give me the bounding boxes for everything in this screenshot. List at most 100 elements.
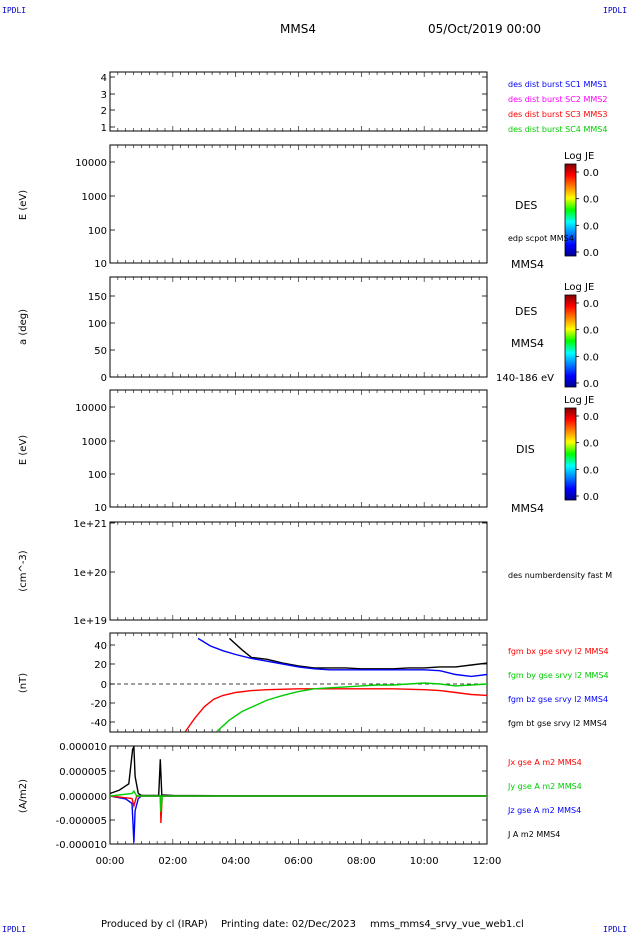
panel-4-ylabel: E (eV) bbox=[18, 435, 29, 465]
panel-7-series-gse bbox=[110, 795, 487, 843]
panel-6-series-bz bbox=[197, 637, 487, 678]
footer-filename: mms_mms4_srvy_vue_web1.cl bbox=[370, 919, 524, 930]
corner-label-top-right: IPDLI bbox=[603, 6, 628, 15]
panel-3-colorbar bbox=[564, 294, 577, 388]
panel-7-series-gse bbox=[110, 795, 487, 824]
panel-7-legend-item: Jy gse A m2 MMS4 bbox=[507, 782, 582, 791]
panel-2-ytick: 10000 bbox=[75, 158, 107, 169]
panel-3-ytick: 150 bbox=[88, 292, 107, 303]
panel-3-colorbar-tick: 0.0 bbox=[583, 352, 599, 363]
panel-6-ylabel: (nT) bbox=[18, 673, 29, 693]
panel-3-energy-range: 140-186 eV bbox=[496, 373, 554, 384]
x-tick-label: 00:00 bbox=[96, 856, 125, 867]
date-title: 05/Oct/2019 00:00 bbox=[428, 22, 542, 36]
panel-7-legend-item: J A m2 MMS4 bbox=[507, 830, 560, 839]
panel-2-colorbar-tick: 0.0 bbox=[583, 248, 599, 259]
panel-2-colorbar-label: Log JE bbox=[564, 151, 594, 162]
panel-4-ytick: 100 bbox=[88, 470, 107, 481]
x-tick-label: 10:00 bbox=[410, 856, 439, 867]
panel-7-legend-item: Jz gse A m2 MMS4 bbox=[507, 806, 581, 815]
panel-6-ytick: -40 bbox=[91, 718, 107, 729]
panel-4-ytick: 10000 bbox=[75, 403, 107, 414]
panel-5-ytick: 1e+20 bbox=[73, 568, 107, 579]
x-tick-label: 02:00 bbox=[158, 856, 187, 867]
panel-7-series-A bbox=[110, 746, 487, 797]
panel-4-instrument: DIS bbox=[516, 443, 535, 456]
panel-7-ylabel: (A/m2) bbox=[18, 779, 29, 813]
panel-3-spacecraft: MMS4 bbox=[511, 337, 544, 350]
panel-6-legend-item: fgm bz gse srvy l2 MMS4 bbox=[508, 695, 608, 704]
panel-7-series-gse bbox=[110, 789, 487, 812]
panel-4-frame bbox=[109, 389, 488, 508]
panel-2-ytick: 10 bbox=[94, 259, 107, 270]
panel-6-ytick: 40 bbox=[94, 641, 107, 652]
panel-6-series-by bbox=[216, 682, 487, 732]
panel-5-legend-item: des numberdensity fast M bbox=[508, 571, 612, 580]
x-tick-label: 08:00 bbox=[347, 856, 376, 867]
panel-3-colorbar-label: Log JE bbox=[564, 282, 594, 293]
panel-1-ytick: 4 bbox=[101, 73, 107, 84]
corner-label-bottom-left: IPDLI bbox=[2, 925, 27, 934]
footer-producer: Produced by cl (IRAP) bbox=[101, 919, 208, 930]
x-tick-label: 06:00 bbox=[284, 856, 313, 867]
panel-1-legend-item: des dist burst SC4 MMS4 bbox=[508, 125, 607, 134]
corner-label-top-left: IPDLI bbox=[2, 6, 27, 15]
panel-3-ytick: 0 bbox=[101, 373, 107, 384]
x-tick-label: 04:00 bbox=[221, 856, 250, 867]
panel-4-colorbar bbox=[564, 407, 577, 501]
panel-1-ytick: 2 bbox=[101, 106, 107, 117]
panel-6-legend-item: fgm by gse srvy l2 MMS4 bbox=[508, 671, 609, 680]
panel-2-ytick: 1000 bbox=[82, 192, 107, 203]
panel-1-frame bbox=[109, 71, 488, 132]
panel-3-ylabel: a (deg) bbox=[18, 309, 29, 345]
panel-6-ytick: -20 bbox=[91, 699, 107, 710]
panel-2-frame bbox=[109, 144, 488, 264]
panel-7-ytick: -0.000010 bbox=[56, 840, 107, 851]
panel-5-ytick: 1e+19 bbox=[73, 616, 107, 627]
corner-label-bottom-right: IPDLI bbox=[603, 925, 628, 934]
panel-3-frame bbox=[109, 276, 488, 378]
panel-2-colorbar-tick: 0.0 bbox=[583, 195, 599, 206]
panel-2-colorbar bbox=[564, 163, 577, 257]
panel-6-frame bbox=[109, 632, 488, 733]
panel-6-series-bt bbox=[228, 637, 487, 670]
panel-3-colorbar-tick: 0.0 bbox=[583, 299, 599, 310]
panel-4-ytick: 1000 bbox=[82, 437, 107, 448]
panel-4-spacecraft: MMS4 bbox=[511, 502, 544, 515]
panel-5-ytick: 1e+21 bbox=[73, 519, 107, 530]
panel-6-series-bx bbox=[184, 688, 487, 732]
panel-6-ytick: 20 bbox=[94, 660, 107, 671]
panel-2-instrument: DES bbox=[515, 199, 537, 212]
panel-7-ytick: -0.000005 bbox=[56, 816, 107, 827]
panel-4-colorbar-tick: 0.0 bbox=[583, 412, 599, 423]
panel-3-ytick: 100 bbox=[88, 319, 107, 330]
panel-4-colorbar-tick: 0.0 bbox=[583, 465, 599, 476]
panel-3-ytick: 50 bbox=[94, 346, 107, 357]
panel-7-legend-item: Jx gse A m2 MMS4 bbox=[507, 758, 582, 767]
panel-3-colorbar-tick: 0.0 bbox=[583, 326, 599, 337]
panel-7-ytick: 0.000000 bbox=[59, 792, 107, 803]
panel-3-colorbar-tick: 0.0 bbox=[583, 379, 599, 390]
panel-1-legend-item: des dist burst SC1 MMS1 bbox=[508, 80, 607, 89]
panel-6-legend-item: fgm bt gse srvy l2 MMS4 bbox=[508, 719, 607, 728]
panel-6-ytick: 0 bbox=[101, 680, 107, 691]
panel-2-extra-label: edp scpot MMS4 bbox=[508, 234, 574, 243]
panel-1-ytick: 1 bbox=[101, 123, 107, 134]
panel-3-instrument: DES bbox=[515, 305, 537, 318]
x-tick-label: 12:00 bbox=[473, 856, 502, 867]
panel-4-ytick: 10 bbox=[94, 503, 107, 514]
panel-7-ytick: 0.000005 bbox=[59, 767, 107, 778]
panel-2-colorbar-tick: 0.0 bbox=[583, 221, 599, 232]
panel-2-ylabel: E (eV) bbox=[18, 190, 29, 220]
panel-2-colorbar-tick: 0.0 bbox=[583, 168, 599, 179]
panel-5-ylabel: (cm^-3) bbox=[18, 550, 29, 591]
panel-4-colorbar-tick: 0.0 bbox=[583, 439, 599, 450]
panel-5-frame bbox=[109, 521, 488, 621]
panel-7-ytick: 0.000010 bbox=[59, 742, 107, 753]
panel-4-colorbar-label: Log JE bbox=[564, 395, 594, 406]
panel-1-legend-item: des dist burst SC2 MMS2 bbox=[508, 95, 607, 104]
spacecraft-title: MMS4 bbox=[280, 22, 316, 36]
panel-4-colorbar-tick: 0.0 bbox=[583, 492, 599, 503]
panel-6-legend-item: fgm bx gse srvy l2 MMS4 bbox=[508, 647, 609, 656]
